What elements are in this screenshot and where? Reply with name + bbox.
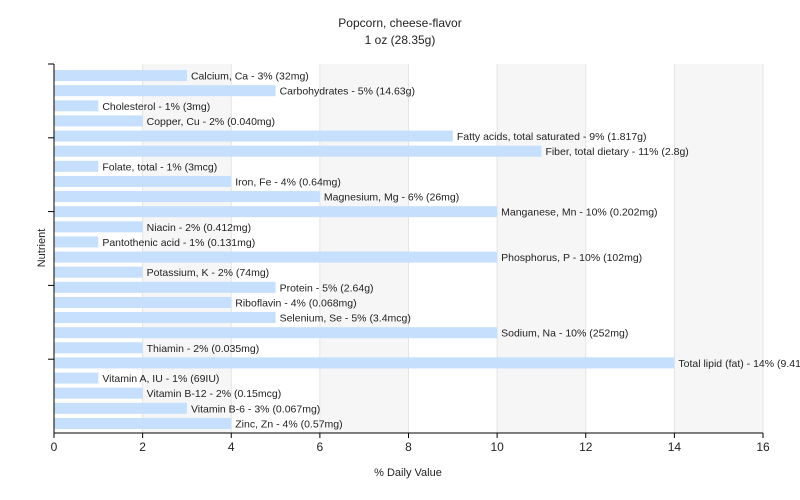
bar xyxy=(54,85,276,97)
bar xyxy=(54,387,143,399)
bar xyxy=(54,115,143,127)
x-tick-label: 16 xyxy=(756,440,770,454)
bar xyxy=(54,312,276,324)
data-label: Protein - 5% (2.64g) xyxy=(280,282,374,294)
bar xyxy=(54,100,99,112)
data-label: Vitamin B-12 - 2% (0.15mcg) xyxy=(147,388,282,400)
bar xyxy=(54,70,187,82)
bar xyxy=(54,221,143,233)
bar xyxy=(54,236,99,248)
data-label: Magnesium, Mg - 6% (26mg) xyxy=(324,192,459,204)
bar xyxy=(54,266,143,278)
plot-band xyxy=(142,64,232,433)
bar xyxy=(54,296,232,308)
data-label: Selenium, Se - 5% (3.4mcg) xyxy=(280,313,411,325)
data-label: Calcium, Ca - 3% (32mg) xyxy=(191,71,309,83)
data-label: Copper, Cu - 2% (0.040mg) xyxy=(147,116,275,128)
data-label: Folate, total - 1% (3mcg) xyxy=(102,161,217,173)
data-label: Pantothenic acid - 1% (0.131mg) xyxy=(102,237,255,249)
data-label: Niacin - 2% (0.412mg) xyxy=(147,222,251,234)
data-label: Zinc, Zn - 4% (0.57mg) xyxy=(235,418,342,430)
bar xyxy=(54,191,320,203)
plot-band xyxy=(408,64,498,433)
chart-subtitle: 1 oz (28.35g) xyxy=(365,33,436,47)
data-label: Carbohydrates - 5% (14.63g) xyxy=(280,86,415,98)
bar xyxy=(54,417,232,429)
plot-band xyxy=(674,64,763,433)
bar xyxy=(54,327,498,339)
data-label: Fatty acids, total saturated - 9% (1.817… xyxy=(457,131,647,143)
x-tick-label: 4 xyxy=(228,440,235,454)
data-label: Vitamin B-6 - 3% (0.067mg) xyxy=(191,403,320,415)
data-labels: Calcium, Ca - 3% (32mg) Carbohydrates - 5… xyxy=(102,71,800,431)
data-label: Manganese, Mn - 10% (0.202mg) xyxy=(501,207,657,219)
data-label: Potassium, K - 2% (74mg) xyxy=(147,267,270,279)
bar xyxy=(54,402,187,414)
x-tick-label: 6 xyxy=(317,440,324,454)
plot-background xyxy=(54,64,763,433)
x-tick-label: 8 xyxy=(405,440,412,454)
plot-band xyxy=(497,64,586,433)
x-tick-label: 10 xyxy=(490,440,504,454)
data-label: Phosphorus, P - 10% (102mg) xyxy=(501,252,642,264)
data-label: Riboflavin - 4% (0.068mg) xyxy=(235,297,356,309)
plot-band xyxy=(231,64,320,433)
data-label: Vitamin A, IU - 1% (69IU) xyxy=(102,373,219,385)
x-tick-label: 14 xyxy=(668,440,682,454)
bars xyxy=(54,70,675,429)
data-label: Fiber, total dietary - 11% (2.8g) xyxy=(545,146,688,158)
axes xyxy=(48,63,764,438)
data-label: Total lipid (fat) - 14% (9.41g) xyxy=(678,358,800,370)
data-label: Sodium, Na - 10% (252mg) xyxy=(501,328,628,340)
bar xyxy=(54,145,542,157)
x-tick-label: 2 xyxy=(139,440,146,454)
bar xyxy=(54,206,498,218)
bar xyxy=(54,160,99,172)
bar xyxy=(54,281,276,293)
data-label: Cholesterol - 1% (3mg) xyxy=(102,101,210,113)
x-tick-label: 12 xyxy=(579,440,593,454)
bar xyxy=(54,357,675,369)
x-tick-label: 0 xyxy=(51,440,58,454)
bar xyxy=(54,251,498,263)
data-label: Iron, Fe - 4% (0.64mg) xyxy=(235,176,341,188)
bar xyxy=(54,372,99,384)
bar xyxy=(54,130,453,142)
y-axis-label: Nutrient xyxy=(36,229,48,268)
x-axis-label: % Daily Value xyxy=(374,467,442,479)
data-label: Thiamin - 2% (0.035mg) xyxy=(147,343,260,355)
chart-title: Popcorn, cheese-flavor xyxy=(338,16,461,30)
plot-band xyxy=(585,64,675,433)
plot-band xyxy=(319,64,409,433)
x-tick-labels: 0 2 4 6 8 10 12 14 16 xyxy=(51,440,770,454)
bar xyxy=(54,342,143,354)
bar xyxy=(54,175,232,187)
